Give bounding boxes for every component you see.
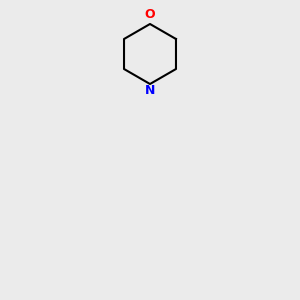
Text: N: N — [145, 83, 155, 97]
Text: O: O — [145, 8, 155, 22]
